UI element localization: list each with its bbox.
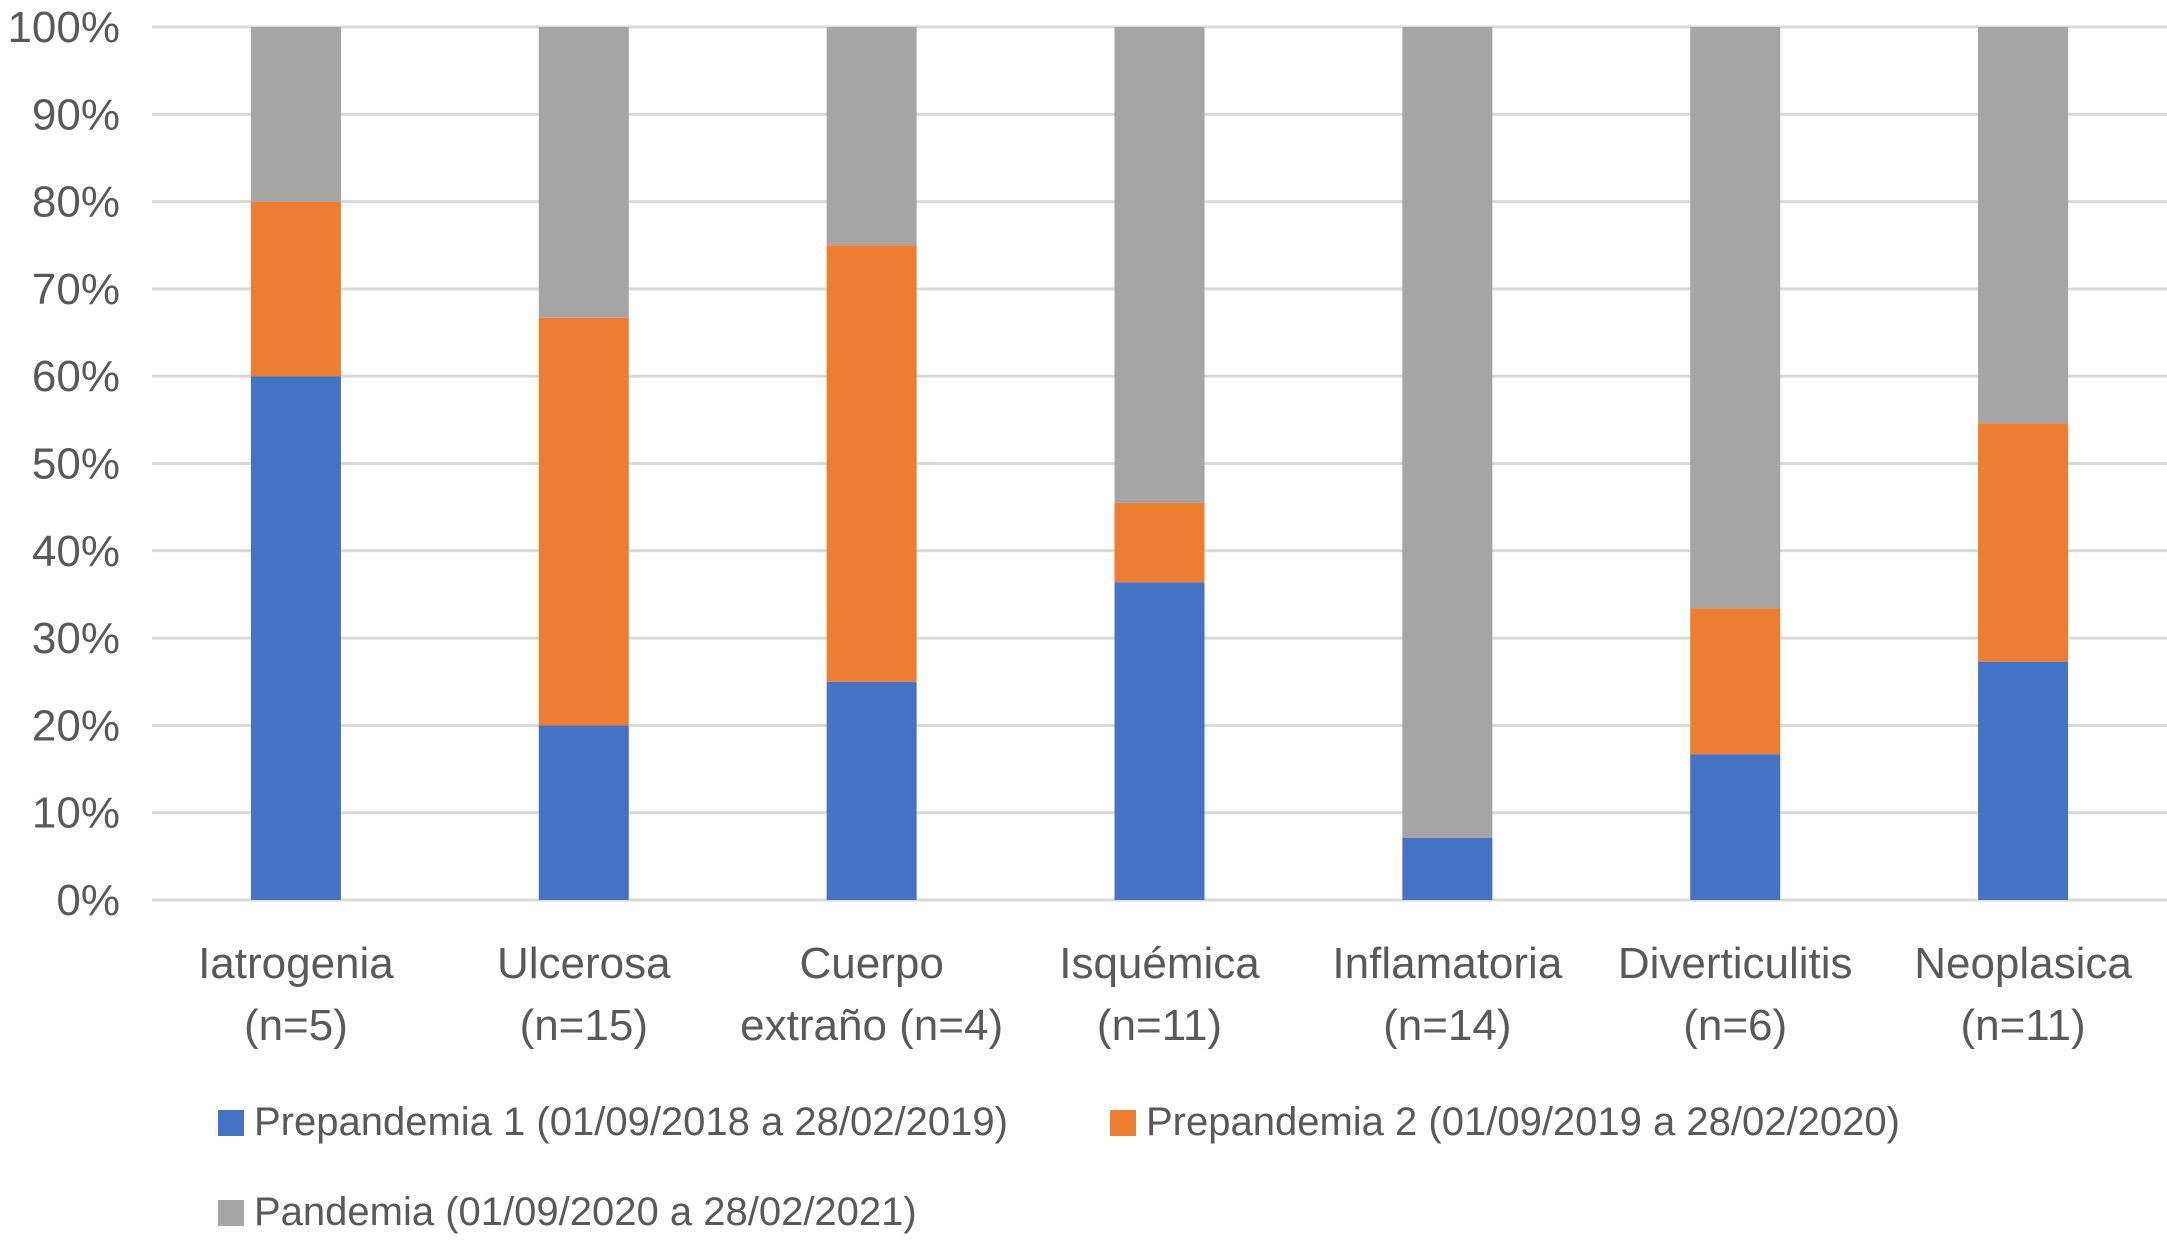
legend-label: Prepandemia 1 (01/09/2018 a 28/02/2019) (254, 1100, 1008, 1144)
y-tick-label: 20% (32, 701, 120, 750)
legend-item-pandemia: Pandemia (01/09/2020 a 28/02/2021) (218, 1190, 917, 1235)
bar-segment-prepandemia-2 (826, 245, 917, 682)
bar-segment-pandemia (1114, 27, 1205, 503)
bar-segment-pandemia (1978, 27, 2069, 424)
bar-segment-pandemia (538, 27, 629, 318)
y-tick-label: 70% (32, 265, 120, 314)
bar-segment-prepandemia-2 (1690, 608, 1781, 755)
stacked-bar-chart: 0% 10% 20% 30% 40% 50% 60% 70% 80% 90% 100% Iatrog… (7, 3, 2167, 1050)
x-tick-label: (n=15) (520, 1001, 648, 1050)
x-axis-labels: Iatrogenia (n=5) Ulcerosa (n=15) Cuerpo extra… (198, 939, 2132, 1050)
x-tick-label: Ulcerosa (497, 939, 671, 988)
y-tick-label: 50% (32, 440, 120, 489)
x-tick-label: Neoplasica (1914, 939, 2132, 988)
x-tick-label: (n=11) (1960, 1001, 2085, 1050)
y-tick-label: 30% (32, 614, 120, 663)
legend-swatch-icon (218, 1109, 244, 1136)
legend-label: Pandemia (01/09/2020 a 28/02/2021) (254, 1190, 917, 1234)
x-tick-label: Diverticulitis (1618, 939, 1853, 988)
bar-segment-prepandemia-1 (538, 725, 629, 900)
legend-item-prepandemia-2: Prepandemia 2 (01/09/2019 a 28/02/2020) (1110, 1100, 1900, 1145)
legend-swatch-icon (218, 1199, 244, 1226)
legend-item-prepandemia-1: Prepandemia 1 (01/09/2018 a 28/02/2019) (218, 1100, 1008, 1145)
bar-segment-pandemia (1690, 27, 1781, 609)
x-tick-label: Inflamatoria (1332, 939, 1562, 988)
bar-segment-prepandemia-2 (538, 317, 629, 726)
x-tick-label: extraño (n=4) (740, 1001, 1003, 1050)
y-tick-label: 90% (32, 90, 120, 139)
bar-segment-prepandemia-1 (1978, 661, 2069, 900)
x-tick-label: Cuerpo (799, 939, 943, 988)
x-tick-label: (n=14) (1383, 1001, 1511, 1050)
legend-label: Prepandemia 2 (01/09/2019 a 28/02/2020) (1146, 1100, 1900, 1144)
y-tick-label: 80% (32, 178, 120, 227)
bars (250, 27, 2069, 900)
legend-swatch-icon (1110, 1109, 1136, 1136)
bar-segment-prepandemia-2 (1978, 423, 2069, 662)
bar-segment-prepandemia-2 (1114, 502, 1205, 583)
bar-segment-pandemia (1402, 27, 1493, 839)
bar-segment-prepandemia-1 (250, 376, 341, 900)
x-tick-label: Isquémica (1059, 939, 1260, 988)
y-tick-label: 0% (56, 876, 120, 925)
x-tick-label: (n=11) (1097, 1001, 1222, 1050)
x-tick-label: (n=6) (1683, 1001, 1787, 1050)
bar-segment-pandemia (826, 27, 917, 246)
x-tick-label: (n=5) (244, 1001, 348, 1050)
bar-segment-pandemia (250, 27, 341, 202)
y-tick-label: 40% (32, 527, 120, 576)
y-axis-ticks: 0% 10% 20% 30% 40% 50% 60% 70% 80% 90% 100% (7, 3, 120, 925)
bar-segment-prepandemia-1 (1690, 754, 1781, 900)
y-tick-label: 100% (7, 3, 120, 52)
bar-segment-prepandemia-1 (1114, 582, 1205, 900)
y-tick-label: 60% (32, 352, 120, 401)
bar-segment-prepandemia-1 (1402, 838, 1493, 900)
bar-segment-prepandemia-1 (826, 681, 917, 900)
y-tick-label: 10% (32, 789, 120, 838)
bar-segment-prepandemia-2 (250, 201, 341, 377)
x-tick-label: Iatrogenia (198, 939, 394, 988)
